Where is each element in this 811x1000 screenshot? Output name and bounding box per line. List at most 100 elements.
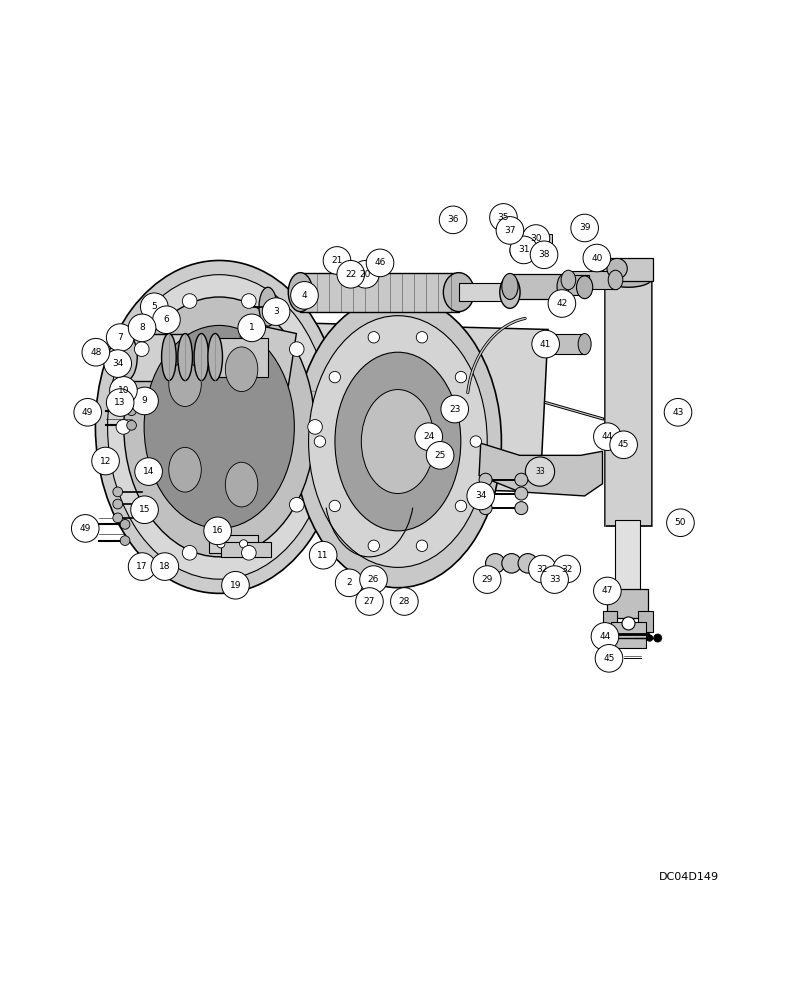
Circle shape (309, 541, 337, 569)
Ellipse shape (178, 334, 192, 381)
Bar (602, 258, 652, 281)
Circle shape (204, 517, 231, 545)
Text: 17: 17 (136, 562, 148, 571)
Text: 9: 9 (141, 396, 148, 405)
Text: 49: 49 (82, 408, 93, 417)
Ellipse shape (123, 297, 314, 557)
Circle shape (517, 554, 537, 573)
Text: 35: 35 (497, 213, 508, 222)
Circle shape (439, 206, 466, 234)
Bar (615, 520, 639, 593)
Text: 7: 7 (117, 333, 123, 342)
Text: 45: 45 (617, 440, 629, 449)
Text: 2: 2 (346, 578, 351, 587)
Circle shape (540, 566, 568, 593)
Circle shape (485, 554, 504, 573)
Text: 48: 48 (90, 348, 101, 357)
Circle shape (455, 371, 466, 383)
Text: 46: 46 (374, 258, 385, 267)
Circle shape (440, 395, 468, 423)
Circle shape (514, 487, 527, 500)
Bar (515, 243, 539, 258)
Circle shape (82, 338, 109, 366)
Text: 15: 15 (139, 505, 150, 514)
Text: 49: 49 (79, 524, 91, 533)
Circle shape (307, 420, 322, 434)
Text: 29: 29 (481, 575, 492, 584)
Circle shape (262, 298, 290, 325)
Circle shape (531, 330, 559, 358)
Ellipse shape (169, 362, 201, 406)
Text: 28: 28 (398, 597, 410, 606)
Ellipse shape (509, 243, 521, 259)
Circle shape (128, 553, 156, 580)
Circle shape (663, 398, 691, 426)
Bar (551, 334, 584, 354)
Text: 24: 24 (423, 432, 434, 441)
Circle shape (241, 294, 255, 308)
Text: 5: 5 (151, 302, 157, 311)
Circle shape (131, 387, 158, 415)
Text: 13: 13 (114, 398, 126, 407)
Text: DC04D149: DC04D149 (658, 872, 718, 882)
Ellipse shape (259, 287, 277, 326)
Circle shape (514, 502, 527, 515)
Bar (610, 622, 646, 648)
Text: 47: 47 (601, 586, 612, 595)
Text: 39: 39 (578, 223, 590, 232)
Bar (509, 274, 564, 299)
Circle shape (120, 519, 130, 529)
Ellipse shape (577, 334, 590, 355)
Bar (521, 234, 551, 247)
Circle shape (106, 324, 134, 351)
Circle shape (552, 555, 580, 583)
Circle shape (489, 204, 517, 231)
Circle shape (547, 290, 575, 317)
Circle shape (135, 458, 162, 485)
Circle shape (359, 566, 387, 593)
Bar (219, 338, 268, 377)
Text: 30: 30 (530, 234, 541, 243)
Text: 45: 45 (603, 654, 614, 663)
Text: 16: 16 (212, 526, 223, 535)
Text: 10: 10 (118, 386, 129, 395)
Circle shape (501, 554, 521, 573)
Circle shape (221, 571, 249, 599)
Bar (568, 271, 616, 289)
Text: 33: 33 (534, 467, 544, 476)
Circle shape (528, 555, 556, 583)
Ellipse shape (114, 334, 137, 381)
Ellipse shape (208, 334, 222, 381)
Polygon shape (239, 323, 296, 386)
Circle shape (609, 431, 637, 459)
Circle shape (337, 260, 364, 288)
Ellipse shape (606, 258, 626, 279)
Ellipse shape (144, 325, 294, 528)
Circle shape (582, 244, 610, 272)
Circle shape (328, 371, 340, 383)
Circle shape (416, 332, 427, 343)
Circle shape (653, 634, 661, 642)
Ellipse shape (576, 276, 592, 299)
Circle shape (290, 282, 318, 309)
Circle shape (127, 406, 136, 416)
Bar (221, 542, 271, 557)
Circle shape (116, 420, 131, 434)
Circle shape (593, 423, 620, 450)
Circle shape (151, 553, 178, 580)
Text: 8: 8 (139, 323, 145, 332)
Circle shape (217, 540, 225, 548)
Text: 19: 19 (230, 581, 241, 590)
Ellipse shape (361, 390, 434, 494)
Bar (568, 275, 588, 295)
Circle shape (366, 249, 393, 277)
Circle shape (355, 588, 383, 615)
Text: 50: 50 (674, 518, 685, 527)
Text: 21: 21 (331, 256, 342, 265)
Text: 44: 44 (601, 432, 612, 441)
Circle shape (127, 420, 136, 430)
Circle shape (128, 314, 156, 342)
Bar (637, 611, 652, 632)
Circle shape (466, 482, 494, 510)
Circle shape (289, 342, 303, 356)
